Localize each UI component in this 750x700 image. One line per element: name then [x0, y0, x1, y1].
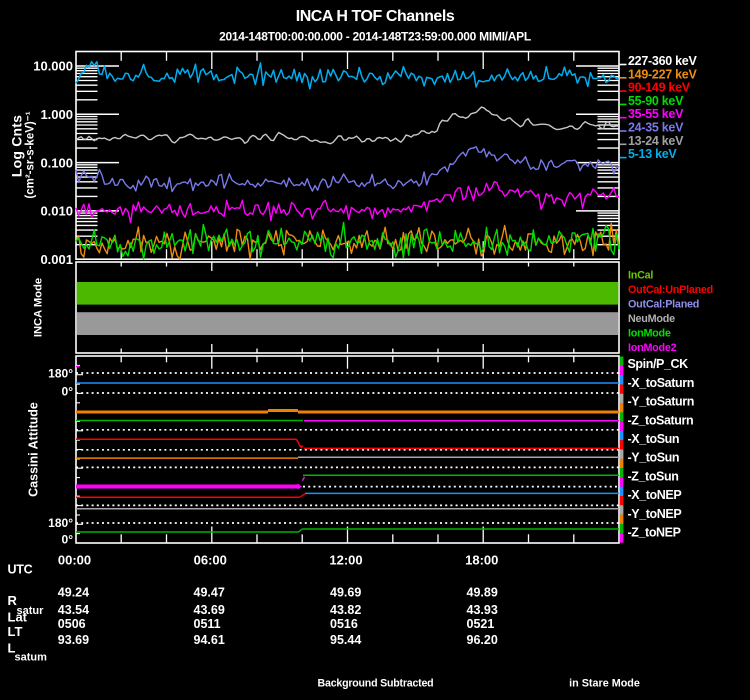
- svg-text:-Z_toNEP: -Z_toNEP: [628, 526, 681, 540]
- svg-text:49.69: 49.69: [330, 586, 361, 600]
- svg-text:13-24 keV: 13-24 keV: [628, 134, 684, 148]
- svg-text:NeuMode: NeuMode: [628, 313, 675, 325]
- svg-text:in Stare Mode: in Stare Mode: [569, 677, 640, 689]
- svg-text:satur: satur: [17, 605, 45, 617]
- svg-text:2014-148T00:00:00.000 - 2014-1: 2014-148T00:00:00.000 - 2014-148T23:59:0…: [219, 30, 531, 44]
- svg-text:-X_toNEP: -X_toNEP: [628, 488, 682, 502]
- svg-text:5-13 keV: 5-13 keV: [628, 147, 677, 161]
- svg-text:0521: 0521: [467, 617, 495, 631]
- svg-text:INCA Mode: INCA Mode: [33, 278, 45, 337]
- svg-text:Spin/P_CK: Spin/P_CK: [628, 357, 689, 371]
- svg-text:149-227 keV: 149-227 keV: [628, 67, 697, 81]
- svg-text:Background Subtracted: Background Subtracted: [318, 677, 434, 689]
- svg-text:0511: 0511: [194, 617, 221, 631]
- svg-text:Lat: Lat: [8, 609, 28, 624]
- svg-text:180°: 180°: [48, 516, 73, 530]
- svg-text:94.61: 94.61: [194, 633, 225, 647]
- svg-text:-X_toSun: -X_toSun: [628, 432, 680, 446]
- svg-text:227-360 keV: 227-360 keV: [628, 54, 697, 68]
- svg-text:-Y_toNEP: -Y_toNEP: [628, 507, 682, 521]
- svg-text:43.69: 43.69: [194, 603, 225, 617]
- svg-text:-Z_toSaturn: -Z_toSaturn: [628, 413, 694, 427]
- svg-text:10.000: 10.000: [33, 59, 73, 74]
- svg-text:06:00: 06:00: [194, 552, 227, 567]
- svg-text:0506: 0506: [58, 617, 86, 631]
- svg-text:IonMode: IonMode: [628, 328, 671, 340]
- svg-text:(cm²-sr-s-keV)⁻¹: (cm²-sr-s-keV)⁻¹: [25, 111, 37, 198]
- svg-text:-Z_toSun: -Z_toSun: [628, 469, 679, 483]
- svg-text:0.100: 0.100: [40, 155, 73, 170]
- svg-text:49.89: 49.89: [467, 586, 498, 600]
- svg-text:55-90 keV: 55-90 keV: [628, 94, 684, 108]
- svg-text:1.000: 1.000: [40, 107, 73, 122]
- svg-text:-Y_toSun: -Y_toSun: [628, 451, 680, 465]
- svg-text:OutCal:Planed: OutCal:Planed: [628, 299, 699, 311]
- svg-text:0°: 0°: [62, 385, 74, 399]
- svg-text:OutCal:UnPlaned: OutCal:UnPlaned: [628, 284, 713, 296]
- svg-text:UTC: UTC: [8, 562, 33, 576]
- svg-text:95.44: 95.44: [330, 633, 361, 647]
- svg-text:INCA H TOF Channels: INCA H TOF Channels: [296, 8, 455, 25]
- svg-text:R: R: [8, 593, 18, 608]
- svg-text:180°: 180°: [48, 367, 73, 381]
- svg-text:InCal: InCal: [628, 270, 653, 282]
- svg-text:Log Cnts: Log Cnts: [9, 115, 25, 177]
- svg-text:satum: satum: [15, 652, 48, 664]
- svg-text:24-35 keV: 24-35 keV: [628, 121, 684, 135]
- svg-text:Cassini Attitude: Cassini Attitude: [27, 402, 41, 497]
- svg-text:00:00: 00:00: [58, 552, 91, 567]
- svg-text:L: L: [8, 641, 16, 656]
- svg-text:0.001: 0.001: [40, 252, 73, 267]
- svg-text:93.69: 93.69: [58, 633, 89, 647]
- svg-text:-X_toSaturn: -X_toSaturn: [628, 376, 694, 390]
- svg-text:LT: LT: [8, 624, 23, 639]
- svg-text:43.54: 43.54: [58, 603, 89, 617]
- svg-text:90-149 keV: 90-149 keV: [628, 81, 691, 95]
- svg-text:18:00: 18:00: [465, 552, 498, 567]
- svg-text:35-55 keV: 35-55 keV: [628, 107, 684, 121]
- svg-text:IonMode2: IonMode2: [628, 342, 677, 354]
- svg-text:96.20: 96.20: [467, 633, 498, 647]
- svg-text:49.24: 49.24: [58, 586, 89, 600]
- svg-text:43.93: 43.93: [467, 603, 498, 617]
- svg-text:12:00: 12:00: [329, 552, 362, 567]
- svg-text:0.010: 0.010: [40, 204, 73, 219]
- svg-text:-Y_toSaturn: -Y_toSaturn: [628, 395, 694, 409]
- svg-text:43.82: 43.82: [330, 603, 361, 617]
- svg-text:49.47: 49.47: [194, 586, 225, 600]
- svg-text:0°: 0°: [62, 533, 74, 547]
- svg-text:0516: 0516: [330, 617, 358, 631]
